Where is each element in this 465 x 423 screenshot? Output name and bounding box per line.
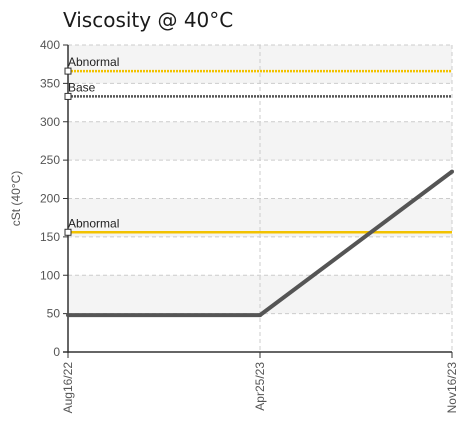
reference-line-label: Abnormal — [68, 216, 119, 230]
x-tick-label: Nov16/23 — [445, 362, 459, 414]
reference-marker — [64, 92, 72, 100]
y-tick-label: 150 — [40, 230, 60, 244]
data-point[interactable] — [66, 313, 70, 318]
reference-marker — [64, 228, 72, 236]
y-tick-label: 0 — [53, 345, 60, 359]
y-tick-label: 100 — [40, 268, 60, 282]
y-tick-label: 300 — [40, 115, 60, 129]
reference-line-label: Base — [68, 80, 96, 94]
y-axis-label: cSt (40°C) — [9, 171, 23, 226]
data-point[interactable] — [258, 313, 262, 318]
chart-title: Viscosity @ 40°C — [63, 8, 234, 32]
grid-band — [68, 45, 452, 84]
y-tick-label: 400 — [40, 38, 60, 52]
x-tick-label: Aug16/22 — [61, 362, 75, 414]
reference-marker — [64, 67, 72, 75]
data-point[interactable] — [450, 169, 454, 174]
grid-band — [68, 121, 452, 161]
y-tick-label: 250 — [40, 153, 60, 167]
y-tick-label: 350 — [40, 76, 60, 90]
y-tick-label: 50 — [47, 307, 61, 321]
y-tick-label: 200 — [40, 192, 60, 206]
reference-line-label: Abnormal — [68, 55, 119, 69]
x-tick-label: Apr25/23 — [253, 362, 267, 411]
